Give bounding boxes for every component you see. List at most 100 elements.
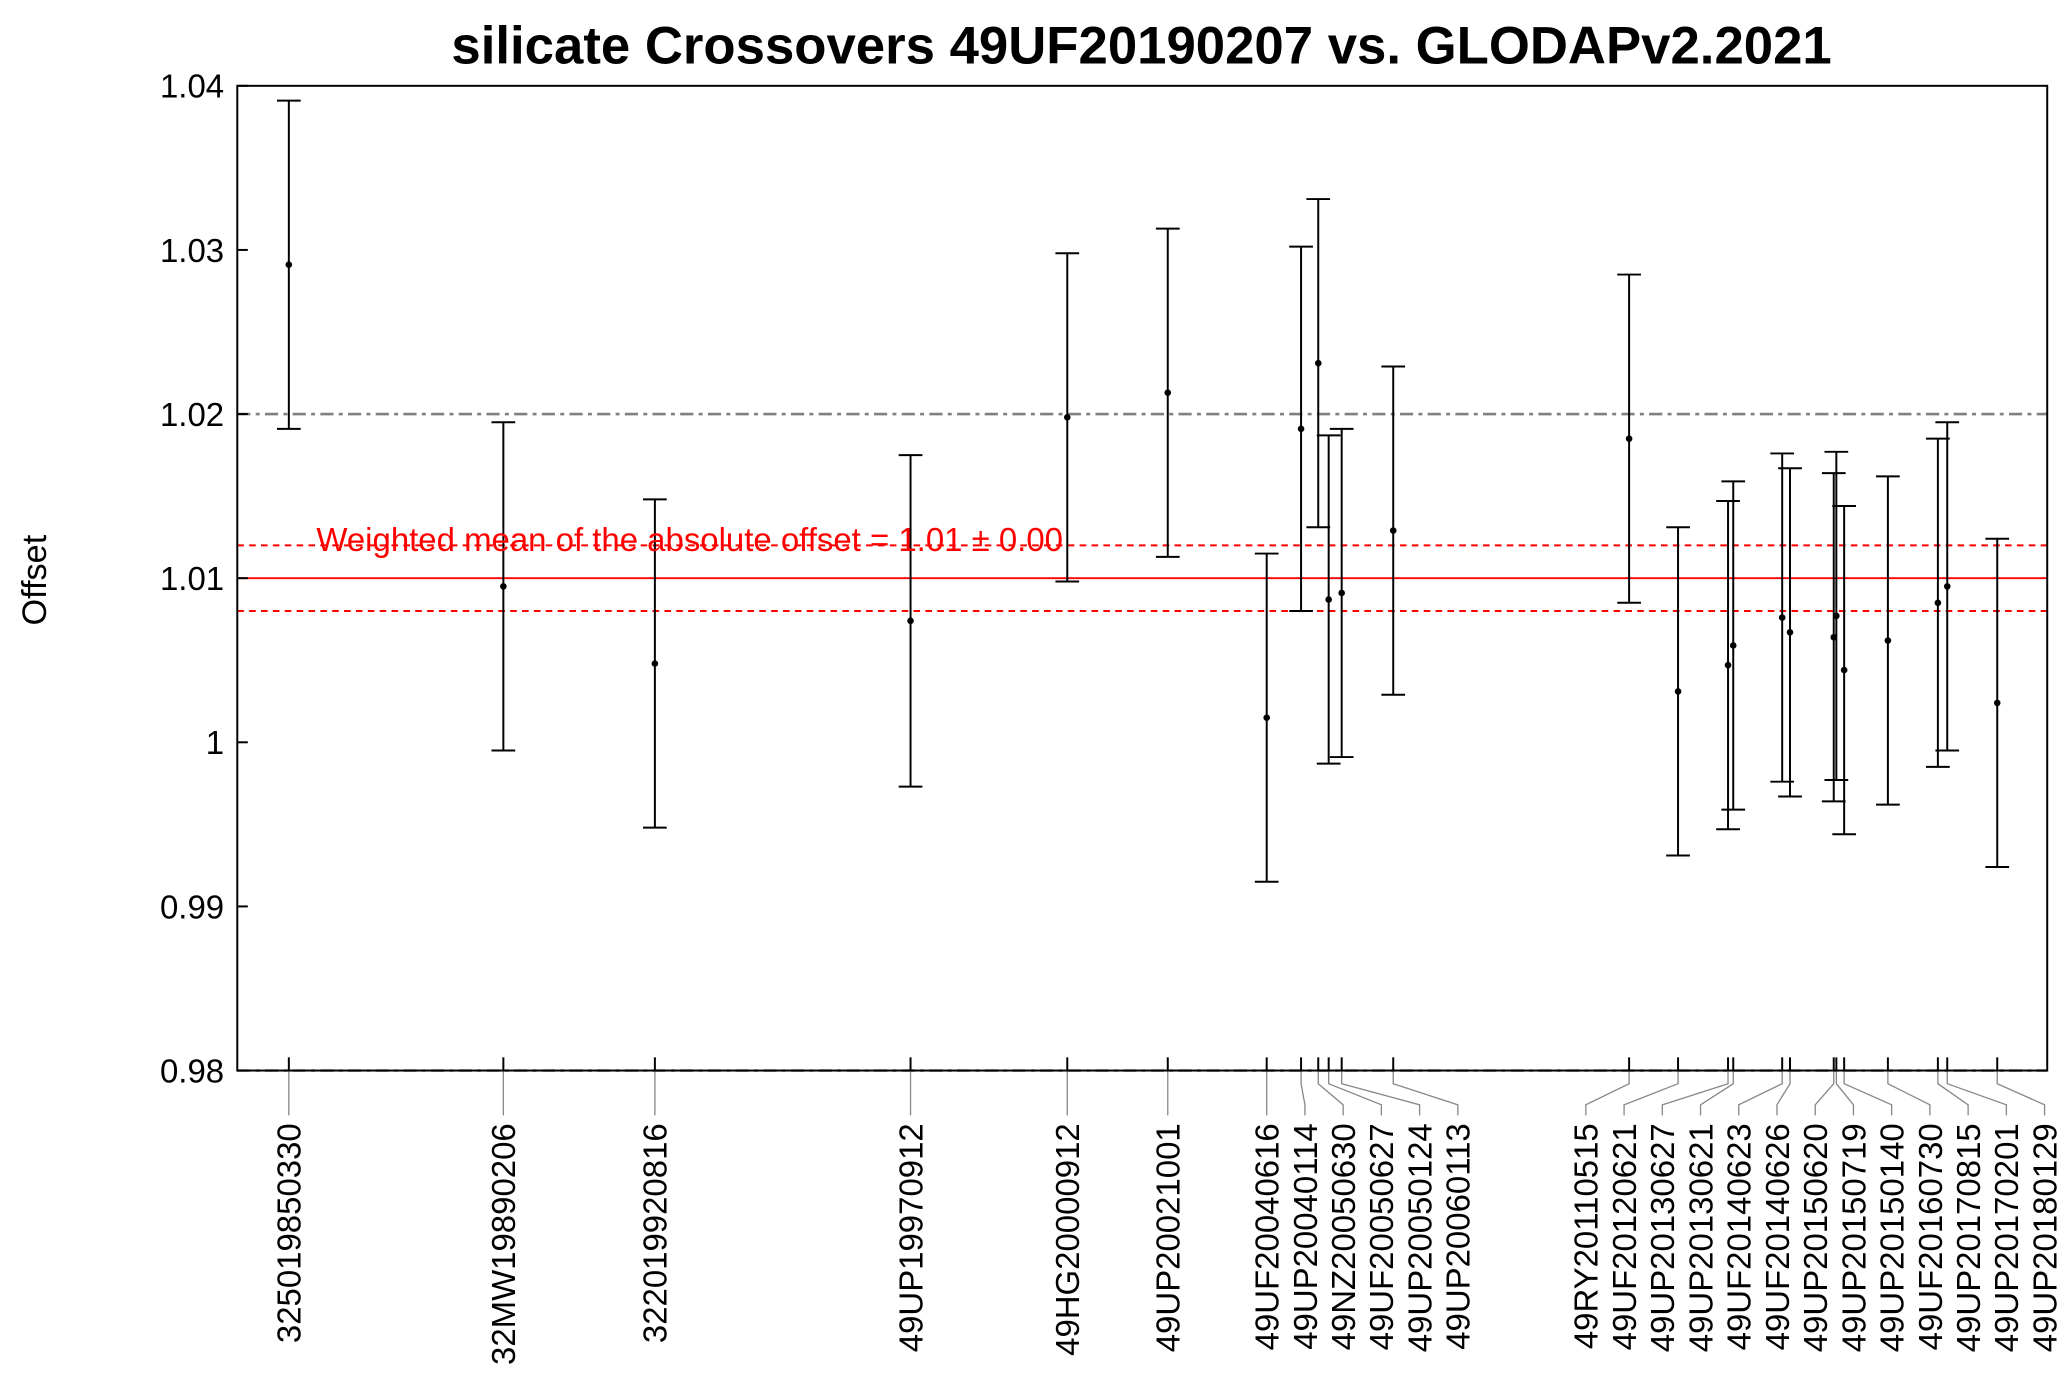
x-label-leader: [1341, 1070, 1421, 1116]
error-bar-point: [898, 454, 923, 788]
error-bar-point: [1381, 365, 1406, 696]
data-point: [1314, 359, 1322, 367]
data-point: [1934, 599, 1942, 607]
data-point: [285, 261, 293, 269]
x-tick-label: 49RY20110515: [1568, 1123, 1605, 1349]
error-bar-point: [1254, 552, 1279, 883]
x-tick-label: 49UP20150140: [1874, 1123, 1911, 1352]
error-bar-point: [1721, 480, 1746, 811]
error-bar-point: [643, 498, 667, 829]
x-tick-label: 49UP20060113: [1440, 1123, 1477, 1350]
error-bar-point: [1617, 273, 1641, 604]
x-label-leader: [1887, 1070, 1931, 1116]
error-bar-point: [1821, 472, 1846, 803]
x-tick-label: 49UF20140623: [1721, 1123, 1758, 1350]
x-tick-label: 49UP20150719: [1835, 1123, 1872, 1352]
y-axis-label: Offset: [16, 534, 54, 625]
data-point: [1625, 435, 1633, 442]
x-tick-label: 49UF20050627: [1363, 1123, 1400, 1350]
weighted-mean-annotation: Weighted mean of the absolute offset = 1…: [316, 521, 1063, 558]
x-label-leader: [1392, 1070, 1459, 1116]
x-tick-label: 49UP20170201: [1988, 1123, 2025, 1352]
x-tick-label: 49UP20180129: [2026, 1123, 2063, 1352]
data-point: [651, 660, 659, 667]
error-bar-point: [1306, 198, 1331, 529]
error-bar-point: [1926, 437, 1950, 768]
x-tick-label: 49UF20160730: [1912, 1123, 1949, 1350]
chart-title: silicate Crossovers 49UF20190207 vs. GLO…: [451, 16, 1831, 75]
x-label-leader: [1328, 1070, 1383, 1116]
error-bar-point: [1716, 500, 1740, 831]
x-tick-label: 325019850330: [271, 1123, 308, 1343]
x-tick-label: 49UF20120621: [1606, 1123, 1643, 1350]
data-point: [1993, 699, 2001, 707]
x-tick-label: 49UP20050124: [1401, 1123, 1438, 1352]
error-bar-point: [1770, 452, 1795, 783]
x-tick-label: 49UP20040114: [1287, 1123, 1324, 1350]
x-axis-labels: 325019850330 32MW19890206 322019920816 49UP…: [271, 1057, 2063, 1365]
x-tick-label: 49UP20150620: [1797, 1123, 1834, 1352]
x-tick-label: 49HG20000912: [1049, 1123, 1086, 1356]
y-axis-ticks: 0.98 0.99 1 1.01 1.02 1.03 1.04: [160, 68, 248, 1089]
data-point: [1778, 614, 1786, 621]
data-point: [1263, 714, 1270, 721]
x-label-leader: [1835, 1070, 1855, 1116]
y-tick-label: 1.03: [160, 232, 224, 269]
data-points: [276, 99, 2010, 883]
error-bar-point: [1985, 537, 2010, 869]
error-bar-point: [1876, 475, 1900, 806]
y-tick-label: 1: [206, 724, 224, 761]
y-tick-label: 1.01: [160, 560, 224, 597]
error-bar-point: [1055, 252, 1080, 583]
x-label-leader: [1623, 1070, 1679, 1116]
data-point: [1729, 642, 1737, 649]
data-point: [1338, 589, 1345, 597]
x-tick-label: 49UF20040616: [1249, 1123, 1286, 1350]
y-tick-label: 1.04: [160, 68, 224, 105]
data-point: [1724, 661, 1732, 669]
x-tick-label: 32MW19890206: [485, 1123, 522, 1365]
error-bar-point: [276, 99, 301, 430]
data-point: [907, 617, 914, 625]
x-label-leader: [1661, 1070, 1729, 1116]
y-tick-label: 1.02: [160, 396, 224, 433]
x-label-leader: [1317, 1070, 1344, 1116]
x-tick-label: 49UF20140626: [1759, 1123, 1796, 1350]
data-point: [1164, 389, 1172, 397]
x-label-leader: [1946, 1070, 2008, 1116]
error-bar-point: [1155, 227, 1180, 558]
data-point: [1674, 688, 1682, 695]
x-tick-label: 49UP20130621: [1682, 1123, 1719, 1352]
error-bar-point: [1832, 504, 1857, 836]
error-bar-point: [1289, 245, 1313, 612]
data-point: [1297, 425, 1305, 433]
x-tick-label: 49UP20170815: [1950, 1123, 1987, 1352]
data-point: [500, 583, 507, 590]
plot-frame: [236, 84, 2049, 1072]
data-point: [1063, 414, 1071, 421]
data-point: [1786, 629, 1794, 636]
data-point: [1389, 527, 1397, 534]
data-point: [1325, 596, 1332, 603]
x-tick-label: 49UP20021001: [1150, 1123, 1187, 1352]
x-label-leader: [1996, 1070, 2046, 1116]
y-tick-label: 0.99: [160, 888, 224, 925]
x-label-leader: [1937, 1070, 1969, 1116]
error-bar-point: [1935, 421, 1960, 752]
x-label-leader: [1776, 1070, 1791, 1116]
error-bar-point: [1666, 526, 1690, 857]
x-label-leader: [1585, 1070, 1630, 1116]
error-bar-point: [1316, 434, 1341, 765]
error-bar-point: [491, 421, 516, 752]
data-point: [1943, 583, 1951, 590]
y-tick-label: 0.98: [160, 1052, 224, 1089]
x-label-leader: [1300, 1070, 1306, 1116]
error-bar-point: [1329, 427, 1354, 759]
x-label-leader: [1738, 1070, 1783, 1116]
x-label-leader: [1699, 1070, 1734, 1116]
x-tick-label: 322019920816: [637, 1123, 674, 1343]
x-label-leader: [1814, 1070, 1835, 1116]
reference-lines: [237, 412, 2048, 1072]
data-point: [1840, 666, 1848, 674]
